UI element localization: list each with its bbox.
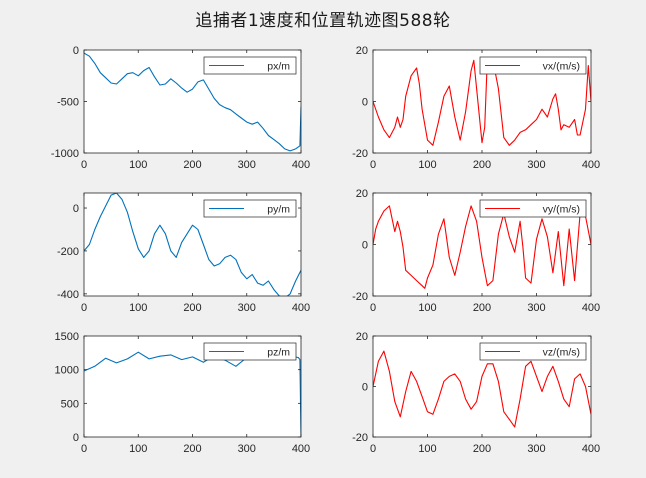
x-tick-label: 200 xyxy=(473,302,491,314)
x-tick-label: 200 xyxy=(473,443,491,455)
legend-box xyxy=(479,199,587,218)
legend-py: py/m xyxy=(203,199,297,218)
x-tick-label: 200 xyxy=(183,302,201,314)
y-tick-label: 0 xyxy=(362,97,368,109)
x-tick-label: 200 xyxy=(183,159,201,171)
x-tick-label: 400 xyxy=(292,159,310,171)
legend-vy: vy/(m/s) xyxy=(479,199,587,218)
x-tick-label: 100 xyxy=(418,443,436,455)
x-tick-label: 300 xyxy=(238,443,256,455)
series-line-vy xyxy=(373,205,591,289)
x-tick-label: 0 xyxy=(370,443,376,455)
y-tick-label: 0 xyxy=(73,432,79,444)
legend-label: px/m xyxy=(267,61,290,73)
x-tick-label: 100 xyxy=(129,302,147,314)
x-tick-label: 0 xyxy=(81,443,87,455)
y-tick-label: 0 xyxy=(362,240,368,252)
legend-box xyxy=(479,342,587,361)
y-tick-label: 0 xyxy=(73,203,79,215)
y-tick-label: -500 xyxy=(57,97,79,109)
x-tick-label: 400 xyxy=(582,159,600,171)
y-tick-label: -20 xyxy=(352,291,368,303)
x-tick-label: 100 xyxy=(129,159,147,171)
legend-label: vy/(m/s) xyxy=(543,204,580,216)
subplot-px: 0 100 200 300 400 -1000 -500 0 px/m xyxy=(51,45,310,171)
y-tick-label: -20 xyxy=(352,432,368,444)
x-tick-label: 100 xyxy=(418,159,436,171)
x-tick-label: 200 xyxy=(473,159,491,171)
x-tick-label: 300 xyxy=(238,302,256,314)
legend-box xyxy=(203,56,297,75)
legend-box xyxy=(203,342,297,361)
y-tick-label: 20 xyxy=(356,331,368,343)
y-tick-label: -400 xyxy=(57,289,79,301)
series-line-vx xyxy=(373,57,591,146)
y-tick-label: 20 xyxy=(356,45,368,57)
x-tick-label: 0 xyxy=(370,159,376,171)
legend-vx: vx/(m/s) xyxy=(479,56,587,75)
x-tick-label: 100 xyxy=(129,443,147,455)
x-tick-label: 0 xyxy=(370,302,376,314)
legend-label: vx/(m/s) xyxy=(543,61,580,73)
x-tick-label: 200 xyxy=(183,443,201,455)
x-tick-label: 300 xyxy=(527,443,545,455)
x-tick-label: 400 xyxy=(292,302,310,314)
series-line-px xyxy=(84,52,301,152)
x-tick-label: 400 xyxy=(582,443,600,455)
y-tick-label: 20 xyxy=(356,188,368,200)
x-tick-label: 300 xyxy=(238,159,256,171)
y-tick-label: -200 xyxy=(57,246,79,258)
legend-pz: pz/m xyxy=(203,342,297,361)
x-tick-label: 100 xyxy=(418,302,436,314)
legend-px: px/m xyxy=(203,56,297,75)
y-tick-label: 500 xyxy=(61,398,79,410)
y-tick-label: -20 xyxy=(352,148,368,160)
x-tick-label: 400 xyxy=(292,443,310,455)
y-tick-label: 1000 xyxy=(55,365,79,377)
y-tick-label: 0 xyxy=(73,45,79,57)
subplot-py: 0 100 200 300 400 -400 -200 0 py/m xyxy=(57,192,310,314)
x-tick-label: 0 xyxy=(81,159,87,171)
subplot-pz: 0 100 200 300 400 0 500 1000 1500 pz/m xyxy=(55,331,311,455)
legend-vz: vz/(m/s) xyxy=(479,342,587,361)
x-tick-label: 300 xyxy=(527,302,545,314)
series-line-py xyxy=(84,193,301,296)
legend-label: vz/(m/s) xyxy=(543,347,580,359)
y-tick-label: -1000 xyxy=(51,148,79,160)
legend-box xyxy=(479,56,587,75)
y-tick-label: 0 xyxy=(362,382,368,394)
legend-label: py/m xyxy=(267,204,290,216)
x-tick-label: 300 xyxy=(527,159,545,171)
legend-box xyxy=(203,199,297,218)
x-tick-label: 400 xyxy=(582,302,600,314)
legend-label: pz/m xyxy=(267,347,290,359)
y-tick-label: 1500 xyxy=(55,331,79,343)
figure-title: 追捕者1速度和位置轨迹图588轮 xyxy=(195,11,451,31)
series-line-vz xyxy=(373,350,591,428)
x-tick-label: 0 xyxy=(81,302,87,314)
